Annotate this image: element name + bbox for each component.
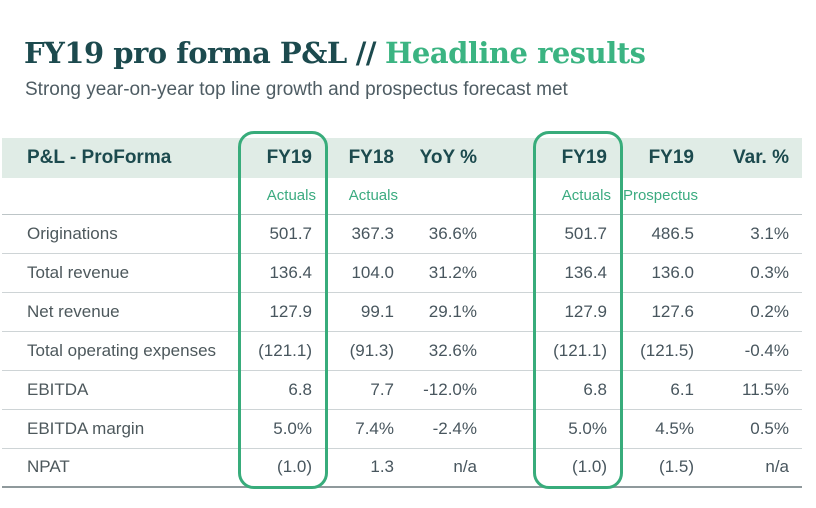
col-header-yoy: YoY % [407,138,490,178]
col-header-fy18: FY18 [325,138,407,178]
row-label: NPAT [2,448,241,488]
cell-fy19-actuals: (121.1) [241,331,325,371]
title-separator: // [355,36,377,71]
table-row-originations: Originations 501.7 367.3 36.6% 501.7 486… [2,214,802,254]
table-row-total-revenue: Total revenue 136.4 104.0 31.2% 136.4 13… [2,253,802,293]
col-header-fy19-actuals-2: FY19 [536,138,620,178]
cell-yoy: 31.2% [407,253,490,293]
spacer-column [490,292,536,332]
cell-fy19-prospectus: 6.1 [620,370,707,410]
spacer-column [490,370,536,410]
cell-var: 11.5% [707,370,802,410]
cell-fy18: 7.7 [325,370,407,410]
row-label: Total operating expenses [2,331,241,371]
cell-var: n/a [707,448,802,488]
col-header-fy19-prospectus: FY19 [620,138,707,178]
cell-fy18: 7.4% [325,409,407,449]
cell-fy19-prospectus: (1.5) [620,448,707,488]
table-row-total-operating-expenses: Total operating expenses (121.1) (91.3) … [2,331,802,371]
table-row-ebitda-margin: EBITDA margin 5.0% 7.4% -2.4% 5.0% 4.5% … [2,409,802,449]
spacer-column [490,331,536,371]
cell-fy18: 104.0 [325,253,407,293]
subheader-prospectus: Prospectus [620,178,707,215]
subheader-actuals-1: Actuals [241,178,325,215]
row-label: Total revenue [2,253,241,293]
cell-yoy: -12.0% [407,370,490,410]
title-secondary: Headline results [384,36,646,71]
table-header-row: P&L - ProForma FY19 FY18 YoY % FY19 FY19… [2,138,802,178]
subheader-blank [407,178,490,215]
cell-yoy: 29.1% [407,292,490,332]
cell-fy19-actuals: 5.0% [241,409,325,449]
table-title: P&L - ProForma [2,138,241,178]
cell-yoy: 36.6% [407,214,490,254]
cell-yoy: n/a [407,448,490,488]
cell-var: 3.1% [707,214,802,254]
subtitle: Strong year-on-year top line growth and … [25,79,568,100]
row-label: EBITDA margin [2,409,241,449]
cell-fy18: 1.3 [325,448,407,488]
pnl-table-grid: P&L - ProForma FY19 FY18 YoY % FY19 FY19… [2,138,802,488]
cell-var: -0.4% [707,331,802,371]
cell-fy19-prospectus: 486.5 [620,214,707,254]
cell-fy18: 99.1 [325,292,407,332]
cell-fy19-prospectus: (121.5) [620,331,707,371]
cell-yoy: 32.6% [407,331,490,371]
spacer-column [490,448,536,488]
cell-fy19-actuals: (1.0) [241,448,325,488]
cell-var: 0.3% [707,253,802,293]
subheader-actuals-2: Actuals [325,178,407,215]
spacer-column [490,409,536,449]
cell-fy18: 367.3 [325,214,407,254]
subheader-blank [707,178,802,215]
cell-var: 0.2% [707,292,802,332]
spacer-column [490,253,536,293]
pnl-table: P&L - ProForma FY19 FY18 YoY % FY19 FY19… [2,131,802,489]
cell-fy19-actuals-2: 501.7 [536,214,620,254]
cell-fy19-actuals: 6.8 [241,370,325,410]
row-label: Originations [2,214,241,254]
cell-fy19-actuals-2: 6.8 [536,370,620,410]
page-title: FY19 pro forma P&L//Headline results [24,36,646,71]
table-row-net-revenue: Net revenue 127.9 99.1 29.1% 127.9 127.6… [2,292,802,332]
cell-fy19-actuals-2: 127.9 [536,292,620,332]
table-row-ebitda: EBITDA 6.8 7.7 -12.0% 6.8 6.1 11.5% [2,370,802,410]
subheader-blank [2,178,241,215]
title-primary: FY19 pro forma P&L [24,36,347,71]
cell-fy19-actuals-2: (1.0) [536,448,620,488]
cell-fy19-actuals-2: 136.4 [536,253,620,293]
cell-yoy: -2.4% [407,409,490,449]
cell-fy19-prospectus: 136.0 [620,253,707,293]
cell-fy18: (91.3) [325,331,407,371]
cell-fy19-actuals: 136.4 [241,253,325,293]
spacer-column [490,138,536,178]
col-header-var: Var. % [707,138,802,178]
spacer-column [490,214,536,254]
row-label: Net revenue [2,292,241,332]
cell-fy19-actuals-2: (121.1) [536,331,620,371]
table-row-npat: NPAT (1.0) 1.3 n/a (1.0) (1.5) n/a [2,448,802,488]
cell-var: 0.5% [707,409,802,449]
cell-fy19-actuals-2: 5.0% [536,409,620,449]
spacer-column [490,178,536,215]
row-label: EBITDA [2,370,241,410]
cell-fy19-actuals: 501.7 [241,214,325,254]
col-header-fy19-actuals: FY19 [241,138,325,178]
table-subheader-row: Actuals Actuals Actuals Prospectus [2,178,802,215]
cell-fy19-prospectus: 127.6 [620,292,707,332]
cell-fy19-actuals: 127.9 [241,292,325,332]
cell-fy19-prospectus: 4.5% [620,409,707,449]
subheader-actuals-3: Actuals [536,178,620,215]
